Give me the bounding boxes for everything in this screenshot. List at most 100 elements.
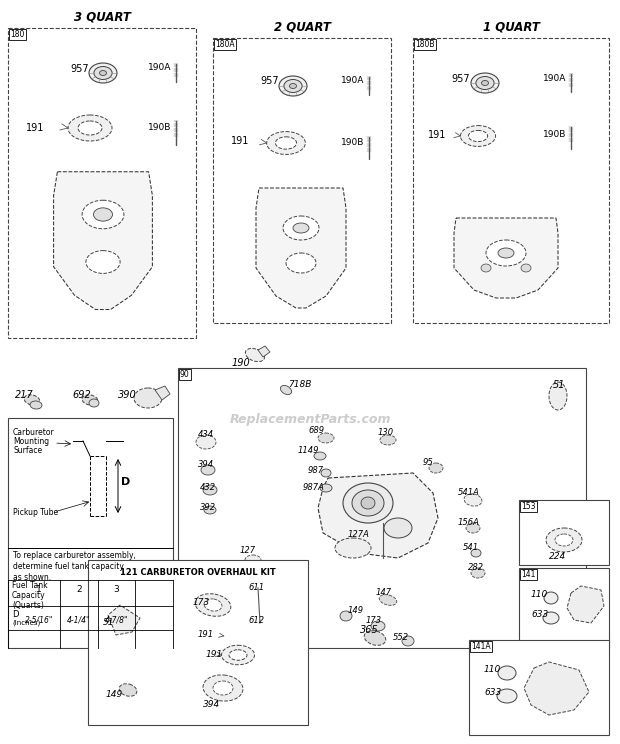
Text: 541A: 541A xyxy=(458,488,480,497)
Ellipse shape xyxy=(246,348,265,362)
Ellipse shape xyxy=(318,433,334,443)
Text: 190A: 190A xyxy=(543,74,567,83)
Ellipse shape xyxy=(267,132,306,155)
Text: 190A: 190A xyxy=(148,63,171,72)
Polygon shape xyxy=(53,172,153,310)
Text: 987: 987 xyxy=(308,466,324,475)
Ellipse shape xyxy=(498,666,516,680)
Text: 51: 51 xyxy=(553,380,565,390)
Ellipse shape xyxy=(429,463,443,473)
Text: 110: 110 xyxy=(484,665,501,674)
Ellipse shape xyxy=(30,401,42,409)
Ellipse shape xyxy=(364,631,386,645)
Ellipse shape xyxy=(482,80,489,86)
Text: 180A: 180A xyxy=(215,40,234,49)
Polygon shape xyxy=(108,605,140,635)
Text: 633: 633 xyxy=(531,610,548,619)
Ellipse shape xyxy=(94,66,112,80)
Text: 552: 552 xyxy=(393,633,409,642)
Ellipse shape xyxy=(402,636,414,646)
Bar xyxy=(178,368,586,648)
Polygon shape xyxy=(258,346,270,357)
Ellipse shape xyxy=(380,435,396,445)
Text: 147: 147 xyxy=(376,588,392,597)
Ellipse shape xyxy=(256,621,270,631)
Text: 141A: 141A xyxy=(471,642,490,651)
Ellipse shape xyxy=(221,645,254,664)
Text: 2-5/16": 2-5/16" xyxy=(25,615,53,624)
Ellipse shape xyxy=(549,382,567,410)
Bar xyxy=(88,560,308,725)
Ellipse shape xyxy=(213,681,233,695)
Ellipse shape xyxy=(555,534,573,546)
Text: (Quarts): (Quarts) xyxy=(12,601,44,610)
Text: 130: 130 xyxy=(378,428,394,437)
Text: Capacity: Capacity xyxy=(12,591,46,600)
Text: 2: 2 xyxy=(76,586,82,594)
Ellipse shape xyxy=(229,650,247,660)
Ellipse shape xyxy=(78,121,102,135)
Text: 3: 3 xyxy=(113,586,120,594)
Text: Pickup Tube: Pickup Tube xyxy=(13,508,58,517)
Text: 141: 141 xyxy=(521,570,536,579)
Text: 180: 180 xyxy=(10,30,24,39)
Text: Mounting: Mounting xyxy=(13,437,49,446)
Ellipse shape xyxy=(204,599,222,611)
Text: 153: 153 xyxy=(521,502,536,511)
Text: (Inches): (Inches) xyxy=(12,620,40,626)
Polygon shape xyxy=(155,386,170,400)
Ellipse shape xyxy=(343,483,393,523)
Bar xyxy=(469,640,609,735)
Polygon shape xyxy=(524,662,589,715)
Text: 3 QUART: 3 QUART xyxy=(74,11,130,24)
Text: Surface: Surface xyxy=(13,446,42,455)
Text: 1 QUART: 1 QUART xyxy=(482,21,539,34)
Ellipse shape xyxy=(521,264,531,272)
Ellipse shape xyxy=(546,528,582,552)
Text: 633: 633 xyxy=(484,688,501,697)
Text: To replace carburetor assembly,: To replace carburetor assembly, xyxy=(13,551,136,560)
Ellipse shape xyxy=(486,240,526,266)
Text: 689: 689 xyxy=(308,426,324,435)
Ellipse shape xyxy=(82,200,124,228)
Ellipse shape xyxy=(279,76,307,96)
Text: 987A: 987A xyxy=(303,483,325,492)
Ellipse shape xyxy=(86,251,120,273)
Text: 612: 612 xyxy=(248,616,264,625)
Ellipse shape xyxy=(275,137,296,149)
Ellipse shape xyxy=(99,71,107,75)
Text: 432: 432 xyxy=(200,483,216,492)
Ellipse shape xyxy=(119,684,137,696)
Ellipse shape xyxy=(82,395,98,405)
Text: 191: 191 xyxy=(231,136,249,146)
Ellipse shape xyxy=(384,518,412,538)
Ellipse shape xyxy=(335,538,371,558)
Text: 156A: 156A xyxy=(458,518,480,527)
Text: ReplacementParts.com: ReplacementParts.com xyxy=(229,414,391,426)
Text: 51: 51 xyxy=(103,618,115,627)
Ellipse shape xyxy=(468,130,487,141)
Text: 217: 217 xyxy=(15,390,33,400)
Ellipse shape xyxy=(203,675,243,701)
Text: 190B: 190B xyxy=(148,123,171,132)
Text: 1149: 1149 xyxy=(298,446,319,455)
Bar xyxy=(8,418,173,648)
Text: 191: 191 xyxy=(428,130,446,140)
Text: 4-1/4": 4-1/4" xyxy=(67,615,91,624)
Ellipse shape xyxy=(24,395,40,405)
Bar xyxy=(413,38,609,323)
Ellipse shape xyxy=(280,385,291,394)
Text: 282: 282 xyxy=(468,563,484,572)
Ellipse shape xyxy=(461,126,495,147)
Text: 434: 434 xyxy=(198,430,214,439)
Ellipse shape xyxy=(498,248,514,258)
Text: 2 QUART: 2 QUART xyxy=(273,21,330,34)
Bar xyxy=(213,38,391,323)
Ellipse shape xyxy=(371,621,385,631)
Polygon shape xyxy=(567,586,604,623)
Text: 957: 957 xyxy=(70,64,89,74)
Ellipse shape xyxy=(290,83,296,89)
Ellipse shape xyxy=(245,555,261,565)
Ellipse shape xyxy=(286,253,316,273)
Text: 692: 692 xyxy=(72,390,91,400)
